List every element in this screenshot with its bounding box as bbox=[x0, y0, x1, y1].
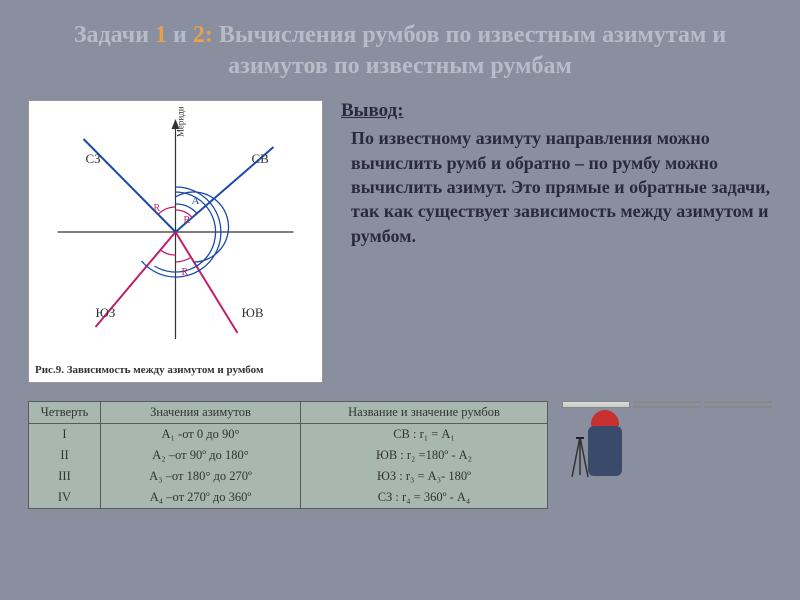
title-num-1: 1 bbox=[155, 22, 167, 48]
cell-a3: А₃ –от 180° до 270º bbox=[101, 466, 300, 487]
slide-title: Задачи 1 и 2: Вычисления румбов по извес… bbox=[28, 20, 772, 82]
conclusion-column: Вывод: По известному азимуту направления… bbox=[341, 100, 772, 383]
cell-a4: А₄ –от 270º до 360º bbox=[101, 487, 300, 508]
cell-q2: II bbox=[29, 445, 100, 466]
images-grid bbox=[562, 401, 772, 408]
map-photo bbox=[633, 401, 701, 403]
surveyor-photo bbox=[562, 401, 630, 408]
diagram-box: Меридиан А R R R С bbox=[28, 100, 323, 383]
slide: Задачи 1 и 2: Вычисления румбов по извес… bbox=[0, 0, 800, 600]
cell-r3: ЮЗ : r₃ = А₃- 180º bbox=[301, 466, 547, 487]
conclusion-text: По известному азимуту направления можно … bbox=[341, 126, 772, 247]
conclusion-title: Вывод: bbox=[341, 100, 772, 122]
table-header-rhumb: Название и значение румбов bbox=[301, 402, 548, 424]
cell-a2: А₂ –от 90º до 180° bbox=[101, 445, 300, 466]
label-se: ЮВ bbox=[242, 305, 264, 320]
title-text-2: и bbox=[167, 22, 193, 48]
diagram-column: Меридиан А R R R С bbox=[28, 100, 323, 383]
cell-r1: СВ : r₁ = А₁ bbox=[301, 424, 547, 445]
meridian-label: Меридиан bbox=[176, 107, 186, 137]
cell-r4: СЗ : r₄ = 360º - А₄ bbox=[301, 487, 547, 508]
city-photo bbox=[704, 401, 772, 403]
table-header-azimuth: Значения азимутов bbox=[101, 402, 301, 424]
svg-text:R: R bbox=[184, 215, 191, 226]
cell-a1: А₁ -от 0 до 90° bbox=[101, 424, 300, 445]
svg-text:R: R bbox=[182, 267, 189, 278]
label-nw: СЗ bbox=[86, 151, 101, 166]
azimuth-rhumb-table: Четверть Значения азимутов Название и зн… bbox=[28, 401, 548, 509]
title-num-2: 2: bbox=[193, 22, 213, 48]
table-wrap: Четверть Значения азимутов Название и зн… bbox=[28, 401, 548, 509]
bottom-row: Четверть Значения азимутов Название и зн… bbox=[28, 401, 772, 509]
label-sw: ЮЗ bbox=[96, 305, 116, 320]
title-text-1: Задачи bbox=[74, 22, 155, 48]
content-row: Меридиан А R R R С bbox=[28, 100, 772, 383]
cell-q4: IV bbox=[29, 487, 100, 508]
nature-photo bbox=[704, 406, 772, 408]
cell-r2: ЮВ : r₂ =180º - А₂ bbox=[301, 445, 547, 466]
cell-q1: I bbox=[29, 424, 100, 445]
label-ne: СВ bbox=[252, 151, 270, 166]
table-header-quarter: Четверть bbox=[29, 402, 101, 424]
diagram-caption: Рис.9. Зависимость между азимутом и румб… bbox=[35, 362, 316, 376]
svg-text:R: R bbox=[154, 203, 161, 214]
title-text-3: Вычисления румбов по известным азимутам … bbox=[213, 22, 726, 79]
azimuth-diagram: Меридиан А R R R С bbox=[35, 107, 316, 357]
road-photo bbox=[633, 406, 701, 408]
cell-q3: III bbox=[29, 466, 100, 487]
